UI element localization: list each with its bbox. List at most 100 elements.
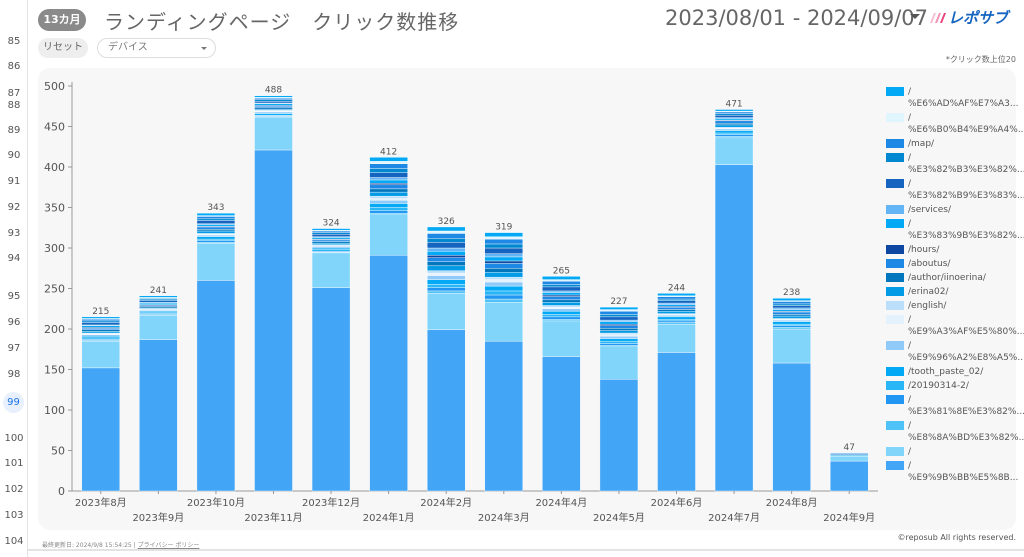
bar-segment[interactable] — [81, 331, 120, 334]
bar-segment[interactable] — [484, 263, 523, 269]
bar-segment[interactable] — [427, 279, 466, 285]
bar-segment[interactable] — [311, 228, 351, 231]
bar-segment[interactable] — [311, 249, 351, 252]
bar-segment[interactable] — [772, 309, 811, 312]
bar-segment[interactable] — [196, 226, 236, 230]
bar-segment[interactable] — [657, 304, 696, 307]
bar-segment[interactable] — [599, 325, 639, 329]
date-range-picker[interactable]: 2023/08/01 - 2024/09/07 — [665, 6, 929, 30]
bar-segment[interactable] — [254, 149, 293, 492]
bar-segment[interactable] — [599, 316, 639, 321]
bar-segment[interactable] — [81, 329, 120, 332]
legend-item[interactable]: / %E3%81%8E%E3%82%... — [886, 394, 1024, 418]
bar-segment[interactable] — [772, 325, 811, 328]
bar-segment[interactable] — [657, 310, 696, 314]
bar-segment[interactable] — [714, 136, 754, 139]
bar-segment[interactable] — [369, 200, 408, 204]
bar-segment[interactable] — [542, 356, 581, 492]
legend-item[interactable]: /author/iinoerina/ — [886, 272, 1016, 284]
bar-segment[interactable] — [772, 323, 811, 326]
bar-segment[interactable] — [369, 212, 408, 215]
bar-segment[interactable] — [427, 233, 466, 239]
bar-segment[interactable] — [369, 168, 408, 173]
bar-segment[interactable] — [196, 220, 236, 224]
bar-segment[interactable] — [542, 284, 581, 288]
bar-segment[interactable] — [714, 124, 754, 128]
bar-segment[interactable] — [196, 238, 236, 241]
bar-segment[interactable] — [484, 268, 523, 273]
legend-item[interactable]: / %E6%B0%B4%E9%A4%... — [886, 112, 1024, 136]
bar-segment[interactable] — [369, 182, 408, 186]
legend-item[interactable]: / %E9%9B%BB%E5%8B... — [886, 460, 1018, 484]
bar-segment[interactable] — [542, 306, 581, 309]
bar-segment[interactable] — [484, 276, 523, 280]
bar-segment[interactable] — [311, 237, 351, 240]
bar-segment[interactable] — [369, 195, 408, 199]
bar-segment[interactable] — [542, 299, 581, 303]
legend-item[interactable]: / %E9%A3%AF%E5%80%... — [886, 314, 1024, 338]
bar-segment[interactable] — [599, 332, 639, 335]
bar-segment[interactable] — [484, 260, 523, 264]
row-number[interactable]: 85 — [7, 36, 21, 47]
bar-segment[interactable] — [830, 460, 869, 492]
row-number[interactable]: 95 — [7, 291, 21, 302]
bar-segment[interactable] — [139, 315, 178, 340]
bar-segment[interactable] — [714, 123, 754, 126]
bar-segment[interactable] — [139, 306, 178, 309]
legend-item[interactable]: /aboutus/ — [886, 258, 1016, 270]
bar-segment[interactable] — [599, 306, 639, 310]
bar-segment[interactable] — [139, 298, 178, 301]
bar-segment[interactable] — [427, 257, 466, 262]
bar-segment[interactable] — [81, 316, 120, 319]
bar-segment[interactable] — [427, 261, 466, 267]
bar-segment[interactable] — [542, 281, 581, 285]
bar-segment[interactable] — [542, 279, 581, 282]
bar-segment[interactable] — [714, 120, 754, 124]
bar-segment[interactable] — [427, 247, 466, 252]
bar-segment[interactable] — [714, 118, 754, 121]
bar-segment[interactable] — [254, 97, 293, 100]
bar-segment[interactable] — [427, 272, 466, 276]
row-number[interactable]: 100 — [4, 433, 24, 444]
bar-segment[interactable] — [427, 329, 466, 492]
row-number[interactable]: 89 — [7, 125, 21, 136]
bar-segment[interactable] — [427, 226, 466, 232]
bar-segment[interactable] — [484, 256, 523, 262]
bar-segment[interactable] — [542, 310, 581, 315]
bar-segment[interactable] — [369, 172, 408, 178]
bar-segment[interactable] — [772, 315, 811, 319]
row-number[interactable]: 103 — [4, 510, 24, 521]
bar-segment[interactable] — [139, 339, 178, 492]
bar-segment[interactable] — [254, 103, 293, 106]
bar-segment[interactable] — [657, 309, 696, 312]
bar-segment[interactable] — [196, 236, 236, 240]
bar-segment[interactable] — [599, 379, 639, 492]
bar-segment[interactable] — [311, 239, 351, 242]
bar-segment[interactable] — [427, 242, 466, 249]
bar-segment[interactable] — [427, 270, 466, 274]
bar-segment[interactable] — [484, 243, 523, 249]
bar-segment[interactable] — [484, 340, 523, 492]
bar-segment[interactable] — [369, 210, 408, 214]
device-filter-dropdown[interactable]: デバイス — [97, 38, 216, 58]
bar-segment[interactable] — [542, 319, 581, 322]
bar-segment[interactable] — [311, 232, 351, 235]
bar-segment[interactable] — [369, 198, 408, 201]
bar-segment[interactable] — [599, 343, 639, 346]
bar-segment[interactable] — [427, 284, 466, 288]
bar-segment[interactable] — [542, 314, 581, 318]
row-number[interactable]: 92 — [7, 202, 21, 213]
bar-segment[interactable] — [772, 298, 811, 301]
bar-segment[interactable] — [484, 281, 523, 287]
bar-segment[interactable] — [484, 294, 523, 300]
row-number[interactable]: 86 — [7, 61, 21, 72]
bar-segment[interactable] — [81, 327, 120, 331]
bar-segment[interactable] — [542, 292, 581, 296]
date-range-dropdown-icon[interactable] — [910, 14, 920, 19]
bar-segment[interactable] — [196, 280, 236, 492]
legend-item[interactable]: / %E3%83%9B%E3%82%... — [886, 218, 1024, 242]
bar-segment[interactable] — [542, 316, 581, 320]
bar-segment[interactable] — [772, 303, 811, 306]
bar-segment[interactable] — [714, 128, 754, 131]
row-number[interactable]: 101 — [4, 458, 24, 469]
